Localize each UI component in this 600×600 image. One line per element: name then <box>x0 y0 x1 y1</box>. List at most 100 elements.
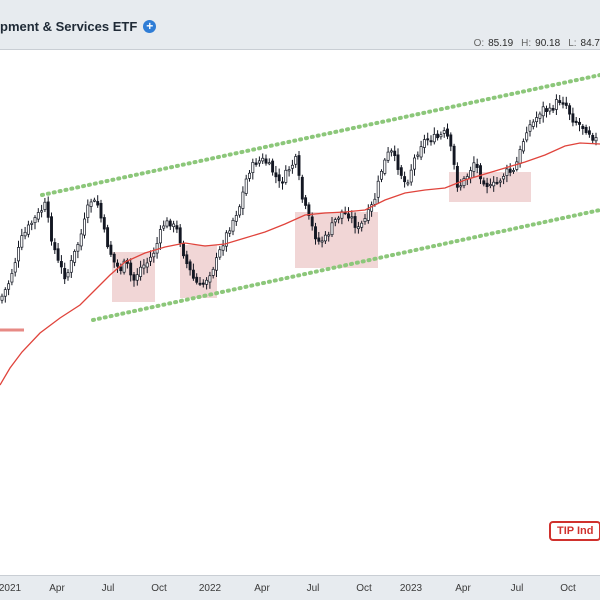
candle-down <box>591 135 595 141</box>
candle-down <box>188 261 192 271</box>
candle-up <box>0 295 4 301</box>
candle-up <box>142 264 146 269</box>
candle-up <box>152 252 156 258</box>
candle-down <box>277 174 281 182</box>
candle-up <box>442 130 446 134</box>
candle-down <box>195 276 199 283</box>
candle-down <box>495 181 499 184</box>
candle-up <box>17 247 20 262</box>
candle-up <box>518 149 522 164</box>
candle-up <box>290 164 294 169</box>
candle-down <box>479 165 482 180</box>
candle-up <box>389 150 393 153</box>
candle-down <box>304 197 308 206</box>
candle-up <box>172 223 176 228</box>
candle-up <box>512 169 515 172</box>
candle-down <box>564 102 568 106</box>
candle-up <box>238 206 242 216</box>
candle-up <box>23 231 27 237</box>
support-zone <box>180 245 217 298</box>
candle-down <box>116 262 119 267</box>
chart-header: pment & Services ETF + O: 85.19 H: 90.18 L… <box>0 0 600 50</box>
candle-up <box>76 244 80 252</box>
candle-up <box>498 180 502 183</box>
x-tick-label: 2022 <box>198 583 222 594</box>
candle-down <box>475 163 479 168</box>
candle-up <box>145 262 149 268</box>
candle-down <box>452 145 456 165</box>
candle-up <box>462 178 466 186</box>
candle-down <box>436 133 440 139</box>
candle-down <box>63 268 67 280</box>
candle-down <box>99 202 103 219</box>
candle-down <box>482 180 486 185</box>
candle-up <box>92 199 96 202</box>
candle-down <box>310 216 314 227</box>
candle-up <box>7 283 11 290</box>
candle-up <box>287 169 291 172</box>
candle-down <box>574 120 578 124</box>
candle-down <box>399 167 403 176</box>
candle-up <box>241 191 245 209</box>
price-chart[interactable] <box>0 50 600 575</box>
x-tick-label: 2021 <box>0 583 22 594</box>
add-symbol-icon[interactable]: + <box>143 20 157 33</box>
candle-up <box>251 162 255 173</box>
channel-line <box>40 73 600 197</box>
candle-up <box>337 217 341 220</box>
candle-down <box>119 266 123 272</box>
candle-up <box>267 162 271 165</box>
candle-down <box>50 216 53 242</box>
candle-up <box>515 161 519 170</box>
candle-up <box>30 222 34 225</box>
candle-up <box>224 232 228 247</box>
candle-down <box>426 138 430 141</box>
candle-up <box>521 141 525 152</box>
candle-down <box>396 154 400 170</box>
candle-up <box>165 220 169 227</box>
high-value: H: 90.18 <box>521 38 561 49</box>
candle-up <box>162 225 166 229</box>
candle-up <box>221 245 225 251</box>
candle-up <box>492 181 496 187</box>
x-tick-label: Apr <box>254 583 270 594</box>
title-group: pment & Services ETF + <box>0 19 157 34</box>
candle-up <box>505 168 509 176</box>
x-tick-label: 2023 <box>399 583 423 594</box>
candle-down <box>578 121 581 125</box>
x-axis: 2021 Apr Jul Oct 2022 Apr Jul Oct 2023 Apr Jul Oct <box>0 575 600 600</box>
candle-up <box>380 171 383 180</box>
candle-up <box>83 218 86 236</box>
candle-down <box>307 204 311 216</box>
candle-down <box>429 140 433 143</box>
candle-down <box>551 108 555 111</box>
candle-up <box>502 176 506 180</box>
candle-up <box>261 157 265 162</box>
candle-up <box>89 201 93 207</box>
candle-down <box>168 220 172 227</box>
candle-up <box>33 217 37 224</box>
candle-down <box>455 165 459 188</box>
candle-up <box>323 234 327 242</box>
candle-down <box>178 227 182 244</box>
x-tick-label: Apr <box>455 583 471 594</box>
x-tick-label: Oct <box>356 583 372 594</box>
candle-up <box>366 209 370 221</box>
open-value: O: 85.19 <box>473 38 514 49</box>
candle-down <box>281 181 284 184</box>
candle-up <box>36 212 40 220</box>
candle-up <box>139 266 143 277</box>
candle-up <box>406 182 410 185</box>
candle-up <box>386 151 390 161</box>
candle-up <box>40 210 44 213</box>
candle-down <box>584 126 588 133</box>
candle-up <box>554 99 558 110</box>
candle-down <box>109 244 113 255</box>
candle-up <box>79 233 83 247</box>
candle-down <box>112 253 116 263</box>
candle-up <box>208 275 212 283</box>
x-tick-label: Apr <box>49 583 65 594</box>
chart-title: pment & Services ETF <box>0 19 138 34</box>
candle-down <box>449 134 453 147</box>
candle-down <box>254 162 258 165</box>
